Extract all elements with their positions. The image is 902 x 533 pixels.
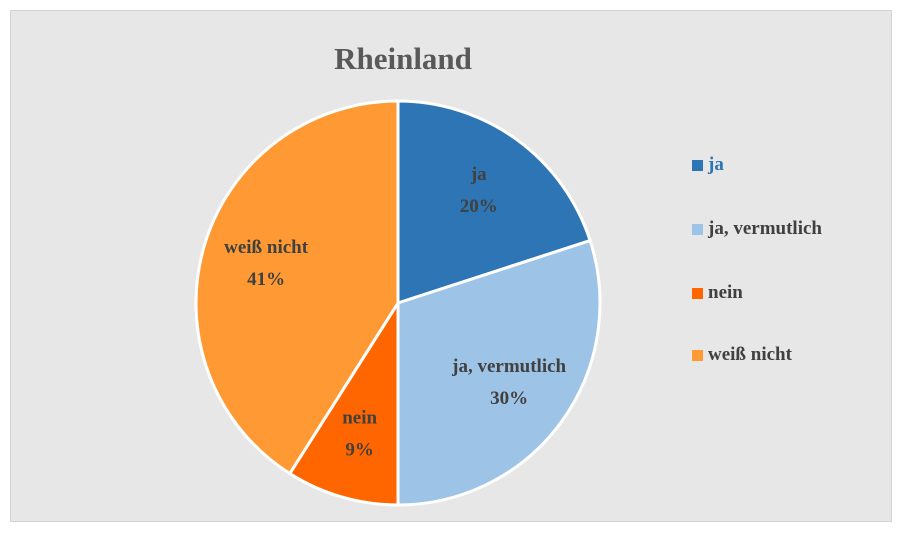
pie-slice <box>396 238 602 507</box>
pie-slice <box>194 99 400 476</box>
pie-slice <box>396 99 593 306</box>
data-label-name: ja, vermutlich <box>451 356 566 377</box>
legend-item: ja, vermutlich <box>692 214 822 244</box>
legend-label: ja <box>708 154 724 175</box>
legend-swatch <box>692 350 703 361</box>
legend-swatch <box>692 288 703 299</box>
legend-swatch <box>692 160 703 171</box>
legend-label: weiß nicht <box>708 344 792 365</box>
legend-item: ja <box>692 150 724 180</box>
data-label-value: 20% <box>460 196 498 217</box>
data-label-name: ja <box>470 164 487 185</box>
data-label-value: 9% <box>345 439 374 460</box>
legend-label: ja, vermutlich <box>708 218 822 239</box>
legend-item: weiß nicht <box>692 340 792 370</box>
pie-slice <box>287 297 400 507</box>
data-label-value: 41% <box>247 269 285 290</box>
data-label-name: nein <box>342 407 377 428</box>
legend-swatch <box>692 224 703 235</box>
data-label-value: 30% <box>490 388 528 409</box>
data-label-name: weiß nicht <box>224 237 309 258</box>
chart-title: Rheinland <box>334 41 472 76</box>
legend-item: nein <box>692 278 743 308</box>
legend-label: nein <box>708 282 743 303</box>
